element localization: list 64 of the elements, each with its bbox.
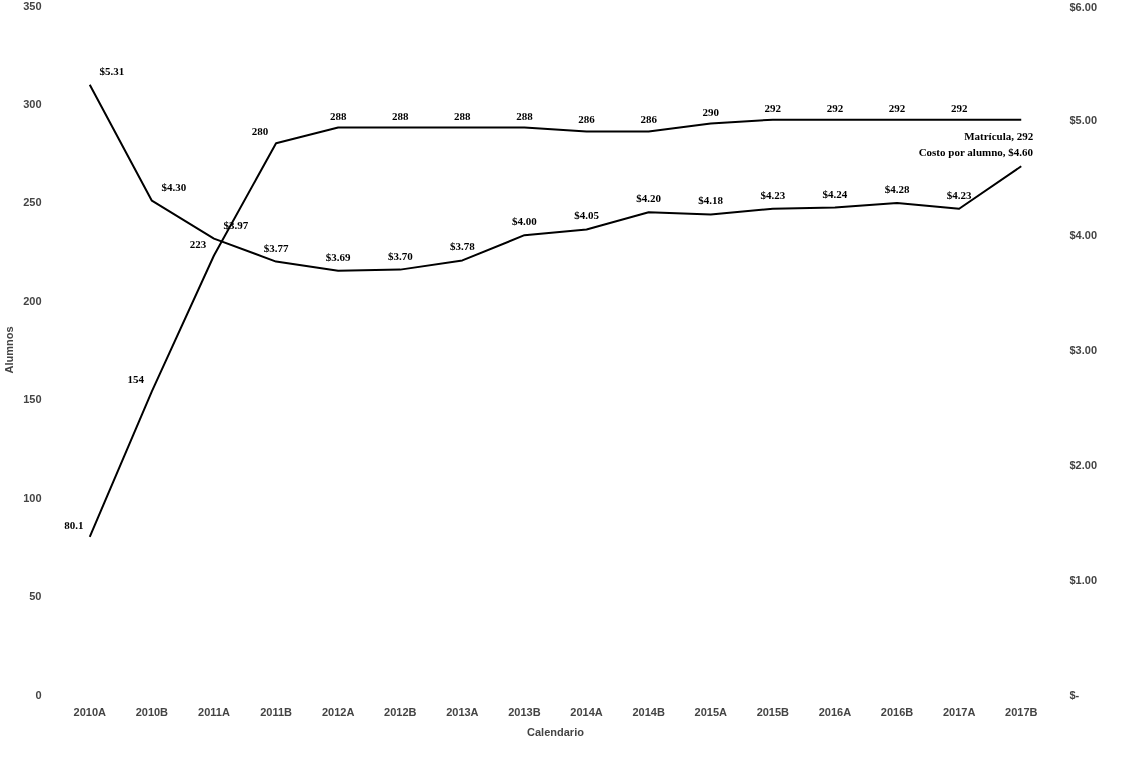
- y2-tick-label: $4.00: [1069, 229, 1098, 242]
- x-tick-label: 2010B: [135, 705, 169, 718]
- y2-tick-label: $6.00: [1069, 0, 1098, 13]
- data-label: $4.24: [822, 187, 848, 200]
- data-label: Costo por alumno, $4.60: [918, 146, 1034, 159]
- data-label: 280: [251, 125, 269, 138]
- x-tick-label: 2015B: [756, 705, 790, 718]
- x-tick-label: 2017A: [942, 705, 976, 718]
- data-label: $3.78: [449, 240, 476, 253]
- x-tick-label: 2017B: [1005, 705, 1038, 718]
- x-tick-label: 2015A: [694, 705, 728, 718]
- data-label: 286: [578, 113, 596, 126]
- data-label: 292: [888, 101, 906, 114]
- data-label: $4.00: [512, 215, 538, 228]
- data-label: 154: [127, 373, 145, 386]
- y-tick-label: 350: [23, 0, 42, 12]
- data-label: 292: [950, 101, 968, 114]
- data-label: Matrícula, 292: [964, 129, 1034, 142]
- data-label: 288: [454, 109, 472, 122]
- y-tick-label: 150: [23, 393, 42, 406]
- x-tick-label: 2013A: [446, 705, 479, 718]
- data-label: $4.23: [760, 188, 786, 201]
- y2-tick-label: $1.00: [1069, 573, 1098, 586]
- y-tick-label: 300: [23, 97, 42, 110]
- data-label: 292: [764, 101, 782, 114]
- data-label: 286: [640, 113, 658, 126]
- data-label: $4.23: [946, 188, 973, 201]
- y-axis-title: Alumnos: [3, 326, 16, 374]
- x-tick-label: 2010A: [73, 705, 107, 718]
- x-axis-title: Calendario: [527, 725, 585, 738]
- x-tick-label: 2013B: [508, 705, 541, 718]
- data-label: $4.30: [161, 180, 187, 193]
- y2-tick-label: $-: [1069, 688, 1080, 701]
- data-label: 288: [329, 109, 347, 122]
- x-tick-label: 2011A: [198, 705, 230, 718]
- y-tick-label: 0: [35, 688, 42, 701]
- data-label: $4.28: [884, 183, 910, 196]
- x-tick-label: 2014B: [632, 705, 665, 718]
- data-label: $3.69: [325, 250, 352, 263]
- data-label: $3.77: [263, 241, 289, 254]
- y-tick-label: 200: [23, 294, 42, 307]
- data-label: 288: [516, 109, 534, 122]
- y2-tick-label: $3.00: [1069, 344, 1098, 356]
- y2-tick-label: $5.00: [1069, 114, 1098, 127]
- y2-tick-label: $2.00: [1069, 458, 1098, 471]
- x-tick-label: 2012B: [384, 705, 417, 718]
- y-tick-label: 50: [29, 590, 42, 603]
- x-tick-label: 2014A: [570, 705, 603, 718]
- data-label: $4.05: [574, 209, 600, 222]
- data-label: 223: [189, 237, 207, 250]
- x-tick-label: 2011B: [260, 705, 293, 718]
- x-tick-label: 2016A: [818, 705, 852, 718]
- y-tick-label: 100: [23, 491, 42, 504]
- data-label: 290: [702, 105, 720, 118]
- data-label: $4.18: [698, 194, 724, 207]
- y-tick-label: 250: [23, 196, 42, 209]
- x-tick-label: 2012A: [321, 705, 355, 718]
- data-label: 288: [392, 109, 409, 122]
- data-label: 80.1: [64, 518, 84, 531]
- data-label: $3.70: [387, 249, 414, 262]
- data-label: $5.31: [99, 64, 125, 77]
- x-tick-label: 2016B: [880, 705, 914, 718]
- data-label: $4.20: [636, 192, 662, 205]
- data-label: 292: [826, 101, 844, 114]
